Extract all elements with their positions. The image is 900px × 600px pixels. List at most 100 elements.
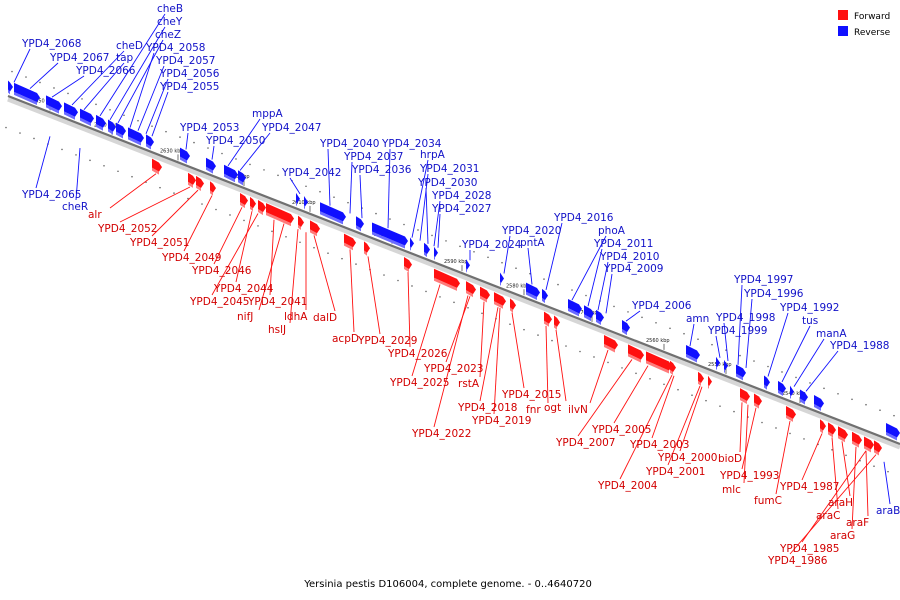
reverse-gene-block — [686, 345, 700, 360]
reverse-leader-line — [75, 148, 81, 201]
track-dot — [383, 274, 385, 276]
track-dot — [669, 327, 671, 330]
track-dot — [95, 103, 97, 106]
track-dot — [635, 372, 637, 375]
track-dot — [33, 137, 35, 140]
forward-gene-block — [852, 431, 862, 445]
track-dot — [389, 218, 391, 220]
track-dot — [425, 290, 427, 293]
gene-block-shadow — [708, 384, 709, 390]
forward-gene-block — [698, 371, 704, 384]
forward-gene-label: acpD — [332, 333, 359, 345]
track-dot — [327, 252, 329, 254]
reverse-gene-label: YPD4_2053 — [179, 122, 239, 134]
legend-reverse-swatch — [838, 26, 848, 36]
reverse-gene-block — [764, 375, 770, 387]
reverse-leader-line — [737, 284, 743, 365]
reverse-leader-line — [781, 325, 811, 383]
reverse-gene-block — [146, 134, 154, 147]
forward-gene-label: YPD4_2019 — [471, 415, 531, 427]
track-dot — [719, 405, 721, 407]
forward-gene-label: YPD4_2001 — [645, 466, 705, 478]
track-dot — [851, 398, 853, 401]
reverse-gene-label: YPD4_2037 — [343, 151, 403, 163]
forward-leader-line — [235, 211, 253, 283]
forward-gene-block — [210, 181, 216, 193]
track-dot — [649, 378, 651, 380]
gene-block-shadow — [8, 89, 10, 95]
scale-tick-label: 2650 kbp — [32, 98, 56, 104]
reverse-gene-block — [790, 385, 794, 397]
reverse-leader-line — [99, 13, 166, 117]
forward-leader-line — [851, 446, 857, 530]
forward-gene-block — [364, 241, 370, 253]
reverse-gene-label: amn — [686, 313, 709, 325]
reverse-gene-block — [116, 122, 126, 136]
gene-block-shadow — [544, 320, 549, 327]
reverse-gene-label: cheD — [116, 40, 143, 52]
reverse-gene-label: YPD4_2009 — [603, 263, 663, 275]
track-dot — [795, 376, 797, 379]
track-dot — [347, 201, 349, 204]
reverse-gene-block — [128, 127, 144, 143]
reverse-gene-block — [304, 195, 308, 207]
forward-gene-label: YPD4_2015 — [501, 389, 561, 401]
forward-gene-label: YPD4_2005 — [591, 424, 651, 436]
reverse-leader-line — [387, 148, 391, 229]
forward-gene-label: rstA — [458, 378, 480, 390]
forward-gene-block — [604, 335, 618, 350]
track-dot — [319, 190, 321, 193]
gene-block-shadow — [542, 297, 545, 304]
forward-leader-line — [211, 213, 259, 296]
gene-block-shadow — [886, 432, 897, 441]
track-dot — [201, 203, 203, 205]
track-dot — [683, 332, 685, 335]
forward-leader-line — [651, 375, 675, 439]
reverse-gene-label: phoA — [598, 225, 626, 237]
track-dot — [865, 403, 867, 406]
reverse-gene-label: YPD4_2040 — [319, 138, 379, 150]
gene-block-shadow — [786, 415, 793, 422]
track-dot — [845, 454, 847, 457]
gene-block-shadow — [364, 250, 367, 256]
reverse-leader-line — [527, 247, 533, 285]
reverse-gene-block — [716, 356, 720, 368]
gene-block-shadow — [646, 360, 669, 374]
track-dot — [299, 241, 301, 244]
track-dot — [823, 387, 825, 390]
reverse-leader-line — [71, 50, 125, 106]
track-dot — [579, 350, 581, 353]
gene-block-shadow — [196, 184, 201, 191]
forward-leader-line — [613, 365, 649, 424]
forward-gene-label: YPD4_1985 — [779, 543, 839, 555]
gene-block-shadow — [240, 202, 245, 209]
forward-leader-line — [801, 433, 823, 481]
forward-gene-label: YPD4_2049 — [161, 252, 221, 264]
gene-block-shadow — [180, 156, 187, 164]
track-dot — [277, 174, 279, 177]
track-dot — [739, 354, 741, 357]
forward-gene-block — [838, 426, 848, 440]
forward-gene-label: mlc — [722, 484, 741, 496]
scale-tick-label: 2580 kbp — [506, 283, 530, 289]
gene-block-shadow — [258, 209, 263, 216]
reverse-leader-line — [625, 310, 641, 322]
forward-leader-line — [679, 386, 703, 452]
gene-block-shadow — [210, 190, 213, 196]
forward-gene-label: YPD4_2003 — [629, 439, 689, 451]
reverse-gene-label: mppA — [252, 108, 284, 120]
gene-block-shadow — [46, 104, 59, 114]
forward-leader-line — [789, 454, 877, 555]
gene-block-shadow — [814, 403, 821, 411]
gene-block-shadow — [146, 143, 151, 150]
track-dot — [187, 197, 189, 200]
legend-reverse-label: Reverse — [854, 28, 891, 38]
reverse-leader-line — [109, 26, 166, 121]
forward-gene-block — [554, 315, 560, 327]
forward-leader-line — [619, 374, 673, 480]
gene-block-shadow — [820, 428, 823, 434]
reverse-leader-line — [29, 62, 59, 89]
gene-block-shadow — [304, 204, 305, 210]
gene-block-shadow — [736, 373, 743, 381]
forward-leader-line — [545, 325, 549, 404]
